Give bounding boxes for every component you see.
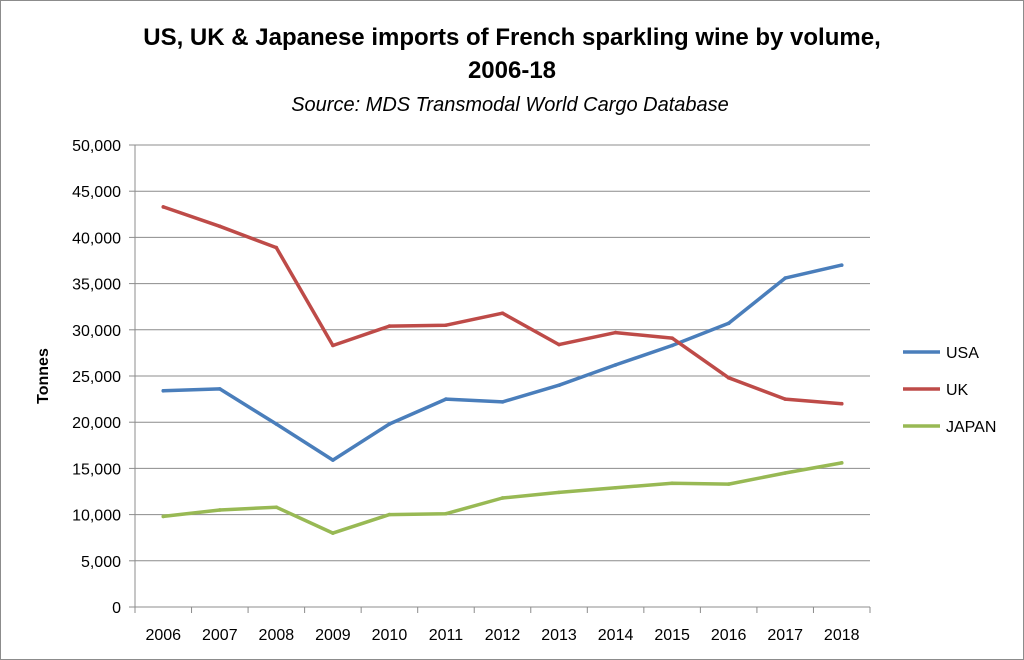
- data-point-uk: [218, 224, 222, 229]
- data-point-uk: [274, 245, 279, 250]
- y-tick-label: 50,000: [72, 138, 121, 155]
- x-tick-label: 2015: [654, 627, 690, 644]
- y-tick-label: 30,000: [72, 323, 121, 340]
- chart-title-line2: 2006-18: [468, 57, 556, 84]
- y-tick-label: 15,000: [72, 461, 121, 478]
- data-point-usa: [783, 276, 787, 280]
- data-point-usa: [218, 387, 222, 391]
- data-point-usa: [161, 388, 166, 393]
- series-line-uk: [161, 205, 844, 406]
- data-point-uk: [783, 397, 787, 401]
- legend-label-uk: UK: [946, 382, 969, 399]
- x-tick-label: 2009: [315, 627, 351, 644]
- x-tick-label: 2008: [259, 627, 295, 644]
- x-tick-labels: 2006 2007 2008 2009 2010 2011 2012 2013 2014 2015…: [134, 607, 871, 644]
- data-point-uk: [557, 342, 561, 347]
- data-point-uk: [444, 323, 448, 327]
- data-point-usa: [387, 422, 392, 426]
- y-tick-label: 45,000: [72, 184, 121, 201]
- data-point-usa: [557, 383, 561, 388]
- x-tick-label: 2010: [372, 627, 408, 644]
- data-point-japan: [783, 471, 787, 475]
- x-tick-label: 2006: [145, 627, 181, 644]
- data-point-japan: [557, 490, 561, 495]
- data-point-japan: [331, 531, 335, 535]
- x-tick-label: 2007: [202, 627, 238, 644]
- x-tick-label: 2018: [824, 627, 860, 644]
- y-axis-label: Tonnes: [35, 348, 52, 404]
- x-tick-label: 2017: [767, 627, 803, 644]
- legend-label-usa: USA: [946, 345, 979, 362]
- x-tick-label: 2016: [711, 627, 747, 644]
- series-lines: [161, 205, 844, 535]
- data-point-japan: [670, 481, 674, 485]
- data-point-japan: [613, 486, 618, 490]
- data-point-uk: [670, 336, 674, 340]
- data-point-japan: [387, 512, 392, 517]
- data-point-usa: [500, 400, 505, 404]
- data-point-usa: [670, 343, 674, 348]
- y-tick-label: 20,000: [72, 415, 121, 432]
- chart-subtitle: Source: MDS Transmodal World Cargo Datab…: [291, 94, 729, 116]
- gridlines: [135, 144, 870, 562]
- data-point-uk: [161, 205, 166, 209]
- x-tick-label: 2011: [429, 627, 464, 644]
- data-point-usa: [839, 263, 844, 267]
- chart-title-line1: US, UK & Japanese imports of French spar…: [143, 24, 881, 51]
- data-point-japan: [839, 461, 844, 465]
- data-point-japan: [274, 505, 279, 510]
- y-tick-label: 5,000: [81, 554, 121, 571]
- x-tick-label: 2013: [541, 627, 577, 644]
- series-line-usa: [161, 263, 844, 462]
- y-tick-label: 10,000: [72, 508, 121, 525]
- data-point-usa: [444, 397, 448, 401]
- x-tick-label: 2014: [598, 627, 634, 644]
- data-point-uk: [387, 324, 392, 328]
- legend-label-japan: JAPAN: [946, 419, 996, 436]
- data-point-uk: [839, 401, 844, 406]
- y-tick-label: 0: [112, 600, 121, 617]
- y-tick-label: 40,000: [72, 230, 121, 247]
- data-point-uk: [331, 343, 335, 348]
- data-point-japan: [500, 496, 505, 500]
- y-tick-label: 25,000: [72, 369, 121, 386]
- data-point-japan: [218, 508, 222, 512]
- data-point-usa: [331, 458, 335, 462]
- y-tick-label: 35,000: [72, 277, 121, 294]
- data-point-usa: [726, 321, 731, 326]
- y-tick-labels: 0 5,000 10,000 15,000 20,000 25,000 30,000 35,0…: [72, 138, 135, 617]
- data-point-usa: [613, 363, 618, 367]
- data-point-uk: [500, 311, 505, 315]
- data-point-usa: [274, 422, 279, 426]
- x-tick-label: 2012: [485, 627, 521, 644]
- data-point-japan: [444, 511, 448, 516]
- data-point-japan: [161, 514, 166, 519]
- data-point-japan: [726, 482, 731, 486]
- legend: USA UK JAPAN: [903, 345, 996, 436]
- data-point-uk: [726, 376, 731, 380]
- data-point-uk: [613, 330, 618, 335]
